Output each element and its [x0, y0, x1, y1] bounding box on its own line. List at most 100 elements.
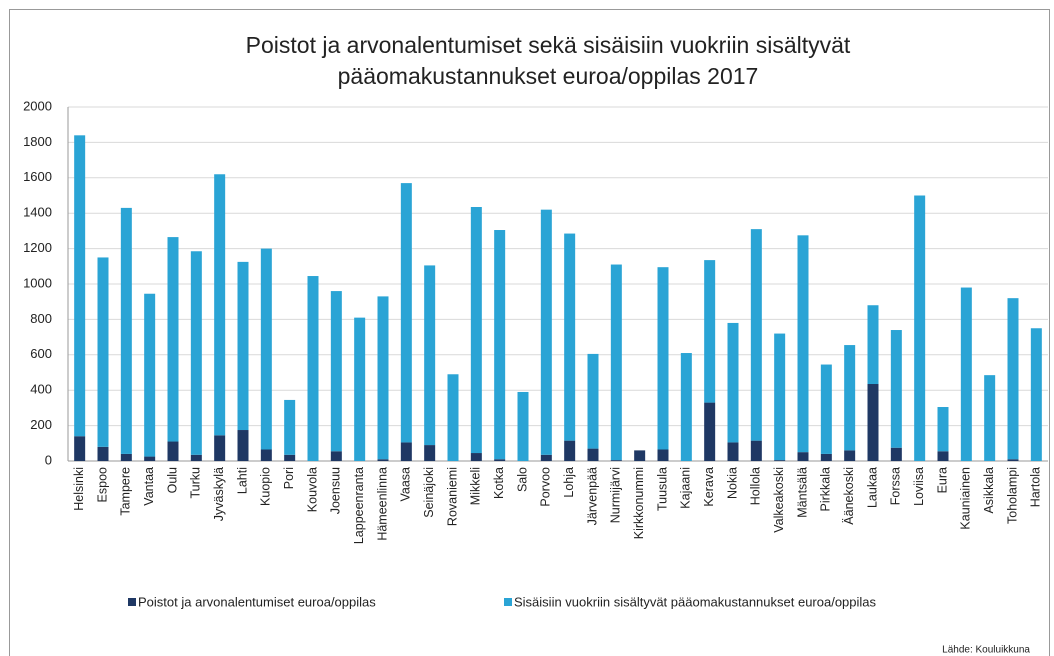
bar-segment	[237, 430, 249, 461]
x-tick-label: Vantaa	[142, 467, 156, 506]
bar-segment	[260, 248, 272, 450]
y-tick-label: 1600	[23, 169, 52, 184]
bar-segment	[820, 453, 832, 461]
x-tick-label: Kouvola	[305, 467, 319, 512]
x-tick-label: Tuusula	[655, 467, 669, 511]
x-tick-label: Lappeenranta	[352, 467, 366, 544]
bar-segment	[74, 135, 86, 437]
x-tick-label: Salo	[515, 467, 529, 492]
y-tick-label: 800	[30, 311, 52, 326]
bar-segment	[774, 333, 786, 461]
bar-segment	[867, 305, 879, 385]
y-tick-label: 600	[30, 346, 52, 361]
bar-segment	[330, 291, 342, 452]
x-tick-label: Vaasa	[399, 467, 413, 502]
bar-segment	[354, 317, 366, 461]
x-tick-label: Joensuu	[329, 467, 343, 514]
bar-segment	[564, 233, 576, 441]
x-tick-label: Mäntsälä	[795, 467, 809, 518]
x-tick-label: Forssa	[889, 467, 903, 505]
x-tick-label: Äänekoski	[842, 467, 856, 525]
x-tick-label: Eura	[935, 467, 949, 493]
bar-segment	[960, 287, 972, 461]
bar-segment	[470, 453, 482, 461]
x-tick-label: Kajaani	[679, 467, 693, 509]
x-tick-label: Kauniainen	[959, 467, 973, 530]
bar-segment	[97, 446, 109, 461]
bar-segment	[167, 441, 179, 461]
x-tick-label: Kuopio	[259, 467, 273, 506]
x-tick-label: Hämeenlinna	[375, 467, 389, 541]
bar-segment	[120, 453, 132, 461]
x-tick-label: Loviisa	[912, 467, 926, 506]
bar-segment	[914, 195, 926, 461]
bar-segment	[704, 402, 716, 461]
x-tick-label: Toholampi	[1005, 467, 1019, 524]
bar-segment	[657, 449, 669, 461]
bar-segment	[587, 448, 599, 461]
bar-segment	[424, 445, 436, 461]
legend-swatch	[128, 598, 136, 606]
bar-segment	[634, 450, 646, 461]
chart-title: pääomakustannukset euroa/oppilas 2017	[338, 63, 759, 89]
bar-segment	[74, 436, 86, 461]
bar-segment	[307, 276, 319, 461]
bar-segment	[400, 442, 412, 461]
y-tick-label: 1800	[23, 134, 52, 149]
y-tick-label: 1200	[23, 240, 52, 255]
x-tick-label: Pori	[282, 467, 296, 489]
bar-segment	[400, 183, 412, 443]
x-tick-label: Asikkala	[982, 467, 996, 514]
x-tick-label: Tampere	[119, 467, 133, 516]
x-tick-label: Oulu	[165, 467, 179, 493]
x-tick-label: Pirkkala	[819, 467, 833, 512]
bar-segment	[190, 454, 202, 461]
bar-segment	[144, 456, 156, 461]
bar-segment	[680, 353, 692, 461]
bar-segment	[820, 364, 832, 454]
bar-segment	[144, 293, 156, 457]
bar-segment	[890, 330, 902, 448]
bar-segment	[97, 257, 109, 447]
x-tick-label: Porvoo	[539, 467, 553, 507]
bar-segment	[797, 235, 809, 453]
bar-segment	[167, 237, 179, 442]
x-tick-label: Helsinki	[72, 467, 86, 511]
bar-segment	[237, 261, 249, 431]
bar-segment	[844, 450, 856, 461]
bar-segment	[1007, 459, 1019, 461]
x-tick-label: Jyväskylä	[212, 467, 226, 521]
source: Lähde: Kouluikkuna	[942, 645, 1030, 656]
x-tick-label: Turku	[189, 467, 203, 499]
x-tick-label: Laukaa	[865, 467, 879, 508]
bar-segment	[214, 435, 226, 461]
bar-segment	[1007, 298, 1019, 460]
x-tick-label: Kotka	[492, 467, 506, 499]
bar-segment	[330, 451, 342, 461]
legend-label: Poistot ja arvonalentumiset euroa/oppila…	[138, 594, 376, 609]
bar-segment	[540, 209, 552, 455]
bar-segment	[587, 353, 599, 449]
bar-segment	[867, 384, 879, 461]
bar-segment	[937, 451, 949, 461]
bar-segment	[564, 440, 576, 461]
bar-segment	[774, 460, 786, 461]
x-tick-label: Hollola	[749, 467, 763, 505]
x-tick-label: Kirkkonummi	[632, 467, 646, 539]
y-tick-label: 0	[45, 452, 52, 467]
bar-segment	[727, 322, 739, 443]
bar-segment	[470, 207, 482, 454]
bar-segment	[377, 296, 389, 460]
bar-segment	[657, 267, 669, 450]
bar-segment	[284, 454, 296, 461]
bar-segment	[260, 449, 272, 461]
x-tick-label: Kerava	[702, 467, 716, 507]
y-tick-label: 200	[30, 417, 52, 432]
chart-title: Poistot ja arvonalentumiset sekä sisäisi…	[246, 32, 851, 58]
bar-segment	[377, 459, 389, 461]
x-tick-label: Lohja	[562, 467, 576, 498]
bar-segment	[447, 374, 459, 461]
bar-segment	[750, 440, 762, 461]
x-tick-label: Mikkeli	[469, 467, 483, 505]
